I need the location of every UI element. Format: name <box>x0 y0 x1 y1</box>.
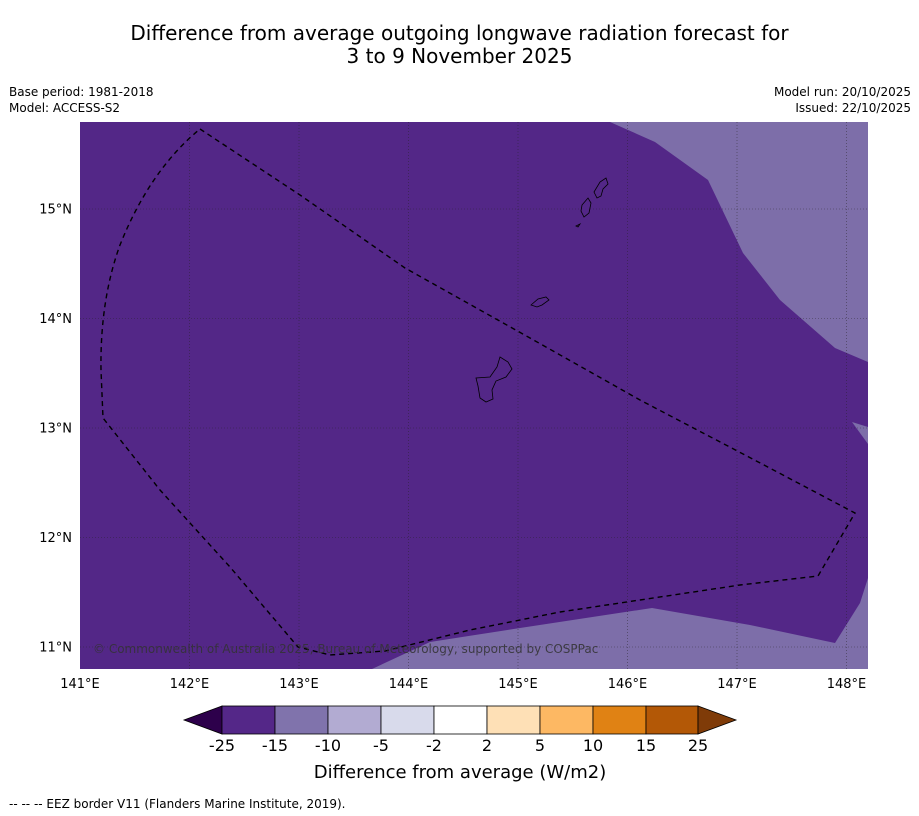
title-line-1: Difference from average outgoing longwav… <box>130 21 789 45</box>
island-aguijan <box>575 222 582 228</box>
copyright-text: © Commonwealth of Australia 2025, Bureau… <box>93 642 598 656</box>
colorbar-tick: 25 <box>688 736 708 755</box>
colorbar-tick: -10 <box>315 736 341 755</box>
lon-label: 141°E <box>60 677 100 692</box>
lon-label: 144°E <box>389 677 429 692</box>
island-guam <box>475 356 513 403</box>
issued-date: Issued: 22/10/2025 <box>795 101 911 115</box>
eez-legend-note: -- -- -- EEZ border V11 (Flanders Marine… <box>9 797 346 811</box>
title-line-2: 3 to 9 November 2025 <box>346 44 573 68</box>
islands <box>475 177 609 403</box>
colorbar-tick: 5 <box>535 736 545 755</box>
colorbar-bin <box>539 705 594 735</box>
lat-label: 15°N <box>39 203 72 218</box>
lon-label: 147°E <box>717 677 757 692</box>
colorbar-extend-max <box>697 705 738 735</box>
lat-label: 11°N <box>39 641 72 656</box>
island-rota <box>530 296 550 308</box>
graticule <box>80 122 868 669</box>
lon-label: 146°E <box>608 677 648 692</box>
meta-left: Base period: 1981-2018 Model: ACCESS-S2 <box>9 84 154 116</box>
lon-label: 142°E <box>170 677 210 692</box>
colorbar-title: Difference from average (W/m2) <box>314 762 606 783</box>
colorbar-tick: -25 <box>209 736 235 755</box>
lon-label: 145°E <box>498 677 538 692</box>
lon-label: 148°E <box>827 677 867 692</box>
colorbar-bin <box>327 705 382 735</box>
colorbar-bin <box>380 705 435 735</box>
island-saipan <box>593 177 609 199</box>
model-name: Model: ACCESS-S2 <box>9 101 121 115</box>
lat-label: 12°N <box>39 531 72 546</box>
colorbar-bin <box>433 705 488 735</box>
anomaly-region-south <box>372 578 868 669</box>
map-area: © Commonwealth of Australia 2025, Bureau… <box>80 122 868 669</box>
colorbar-bin <box>274 705 329 735</box>
colorbar-bin <box>221 705 276 735</box>
colorbar-tick: 2 <box>482 736 492 755</box>
colorbar-tick: 15 <box>636 736 656 755</box>
latitude-labels: 15°N 14°N 13°N 12°N 11°N <box>39 203 72 656</box>
colorbar-bin <box>645 705 699 735</box>
lat-label: 14°N <box>39 312 72 327</box>
lon-label: 143°E <box>279 677 319 692</box>
colorbar-bin <box>486 705 541 735</box>
chart-title: Difference from average outgoing longwav… <box>0 22 919 68</box>
lat-label: 13°N <box>39 422 72 437</box>
base-period: Base period: 1981-2018 <box>9 85 154 99</box>
colorbar-tick: -15 <box>262 736 288 755</box>
island-tinian <box>580 197 592 218</box>
meta-right: Model run: 20/10/2025 Issued: 22/10/2025 <box>774 84 911 116</box>
colorbar-extend-min <box>182 705 223 735</box>
anomaly-region-northeast <box>610 122 868 362</box>
colorbar: -25 -15 -10 -5 -2 2 5 10 15 25 Differenc… <box>182 705 738 783</box>
longitude-labels: 141°E 142°E 143°E 144°E 145°E 146°E 147°… <box>60 677 866 692</box>
colorbar-tick: 10 <box>583 736 603 755</box>
model-run: Model run: 20/10/2025 <box>773 85 911 99</box>
anomaly-region-east <box>852 422 868 444</box>
eez-border <box>100 128 856 656</box>
colorbar-tick: -2 <box>426 736 442 755</box>
colorbar-ticks: -25 -15 -10 -5 -2 2 5 10 15 25 <box>209 736 708 755</box>
colorbar-tick: -5 <box>373 736 389 755</box>
colorbar-bin <box>592 705 647 735</box>
